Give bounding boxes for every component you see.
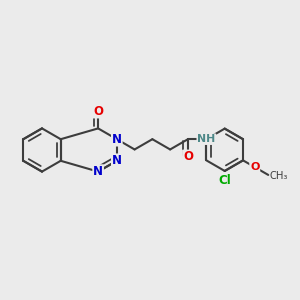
Text: O: O	[250, 162, 260, 172]
Text: N: N	[112, 154, 122, 167]
Text: N: N	[112, 133, 122, 146]
Text: NH: NH	[197, 134, 215, 144]
Text: Cl: Cl	[218, 174, 231, 187]
Text: N: N	[93, 165, 103, 178]
Text: O: O	[183, 150, 193, 164]
Text: O: O	[93, 105, 103, 118]
Text: CH₃: CH₃	[269, 170, 288, 181]
